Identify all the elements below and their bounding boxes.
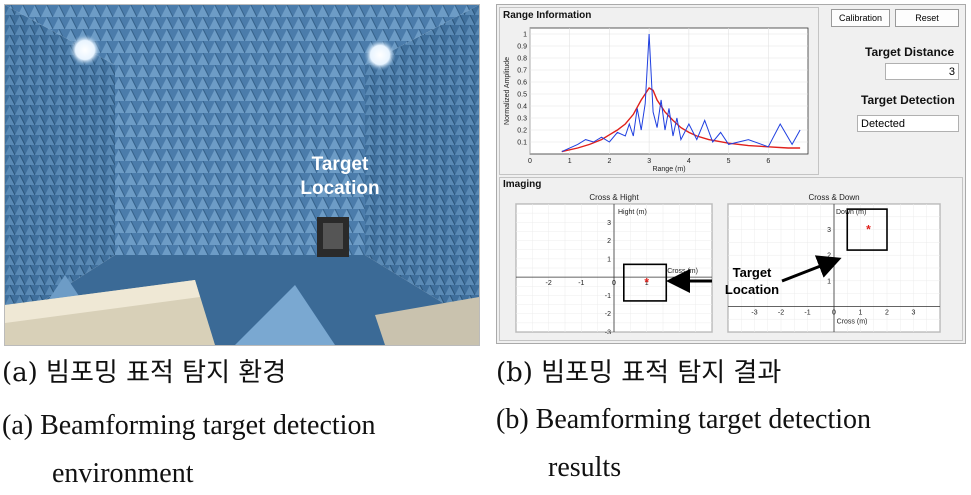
cross-down-x-tick-label: -2 — [778, 309, 784, 316]
range-y-tick-label: 0.9 — [517, 44, 527, 51]
chamber-illustration — [5, 5, 479, 345]
left-caption-korean: (a) 빔포밍 표적 탐지 환경 — [2, 358, 287, 388]
photo-annotation-line1: Target — [311, 154, 369, 175]
range-x-tick-label: 1 — [568, 158, 572, 165]
range-y-tick-label: 0.5 — [517, 92, 527, 99]
range-y-tick-label: 0.4 — [517, 104, 527, 111]
range-panel: Range Information 0 1 2 3 4 5 6 0.1 0.2 0.3 0.4 0.5… — [499, 7, 819, 175]
target-distance-label: Target Distance — [865, 45, 955, 59]
range-x-tick-label: 0 — [528, 158, 532, 165]
imaging-annotation-arrows — [666, 255, 842, 293]
range-y-tick-label: 1 — [523, 32, 527, 39]
cross-down-x-tick-label: 2 — [885, 309, 889, 316]
range-series-blue-line — [561, 33, 801, 153]
cross-hight-y-axis-label: Hight (m) — [618, 209, 647, 216]
photo-target-annotation: Target Location — [275, 153, 405, 201]
cross-hight-x-tick-label: 1 — [645, 280, 649, 287]
photo-annotation-line2: Location — [300, 178, 380, 199]
range-x-tick-label: 3 — [647, 158, 651, 165]
cross-down-y-tick-label: 3 — [827, 227, 831, 234]
results-window: Range Information 0 1 2 3 4 5 6 0.1 0.2 0.3 0.4 0.5… — [496, 4, 966, 344]
cross-hight-y-tick-label: 1 — [607, 256, 611, 263]
cross-hight-y-tick-label: -2 — [605, 311, 611, 318]
results-target-annotation: Target Location — [714, 264, 790, 298]
range-panel-title: Range Information — [503, 10, 592, 21]
cross-hight-y-tick-label: 3 — [607, 220, 611, 227]
cross-hight-x-tick-label: 0 — [612, 280, 616, 287]
range-y-tick-label: 0.2 — [517, 128, 527, 135]
calibration-button[interactable]: Calibration — [831, 9, 890, 27]
cross-hight-y-tick-label: 2 — [607, 238, 611, 245]
cross-hight-target-point: * — [644, 276, 649, 290]
results-annotation-line1: Target — [732, 265, 772, 280]
range-plot-area — [529, 27, 809, 155]
cross-down-y-axis-label: Down (m) — [836, 209, 866, 216]
range-y-tick-label: 0.3 — [517, 116, 527, 123]
cross-hight-title: Cross & Hight — [589, 193, 639, 202]
left-caption-english-line1: (a) Beamforming target detection — [2, 410, 376, 441]
imaging-panel-title: Imaging — [503, 179, 542, 190]
right-caption-english-line1: (b) Beamforming target detection — [496, 404, 872, 435]
cross-down-x-tick-label: 0 — [832, 309, 836, 316]
range-x-tick-label: 2 — [607, 158, 611, 165]
cross-down-target-box — [846, 208, 888, 251]
target-distance-field[interactable]: 3 — [885, 63, 959, 80]
range-chart: 0 1 2 3 4 5 6 0.1 0.2 0.3 0.4 0.5 0.6 0.7 0.8 0.9 1 Range… — [504, 27, 809, 173]
results-annotation-line2: Location — [724, 282, 780, 297]
range-y-tick-label: 0.6 — [517, 80, 527, 87]
chamber-photo: Target Location — [4, 4, 480, 346]
range-x-tick-label: 4 — [687, 158, 691, 165]
right-arrow — [781, 255, 842, 283]
cross-hight-x-tick-label: -1 — [578, 280, 584, 287]
reset-button[interactable]: Reset — [895, 9, 959, 27]
cross-down-x-tick-label: -3 — [751, 309, 757, 316]
right-caption-korean: (b) 빔포밍 표적 탐지 결과 — [496, 358, 782, 388]
range-x-axis-label: Range (m) — [652, 166, 685, 173]
cross-hight-y-tick-label: -1 — [605, 293, 611, 300]
target-detection-field[interactable]: Detected — [857, 115, 959, 132]
right-caption-english-line2: results — [548, 452, 622, 483]
range-y-tick-label: 0.7 — [517, 68, 527, 75]
cross-down-x-tick-label: -1 — [804, 309, 810, 316]
range-y-axis-label: Normalized Amplitude — [504, 57, 511, 125]
range-y-tick-label: 0.8 — [517, 56, 527, 63]
cross-down-target-point: * — [866, 223, 871, 237]
cross-down-x-axis-label: Cross (m) — [837, 318, 868, 325]
range-x-tick-label: 5 — [727, 158, 731, 165]
cross-hight-x-tick-label: -2 — [546, 280, 552, 287]
target-detection-label: Target Detection — [861, 93, 955, 107]
cross-down-x-tick-label: 3 — [912, 309, 916, 316]
cross-down-x-tick-label: 1 — [859, 309, 863, 316]
cross-down-y-tick-label: 1 — [827, 278, 831, 285]
range-y-tick-label: 0.1 — [517, 140, 527, 147]
range-x-tick-label: 6 — [766, 158, 770, 165]
imaging-panel: Imaging Cross & Hight -2 -1 0 1 -3 -2 -1 1 2 3 High… — [499, 177, 963, 341]
cross-down-title: Cross & Down — [808, 193, 859, 202]
cross-hight-y-tick-label: -3 — [605, 330, 611, 335]
left-caption-english-line2: environment — [52, 458, 194, 489]
